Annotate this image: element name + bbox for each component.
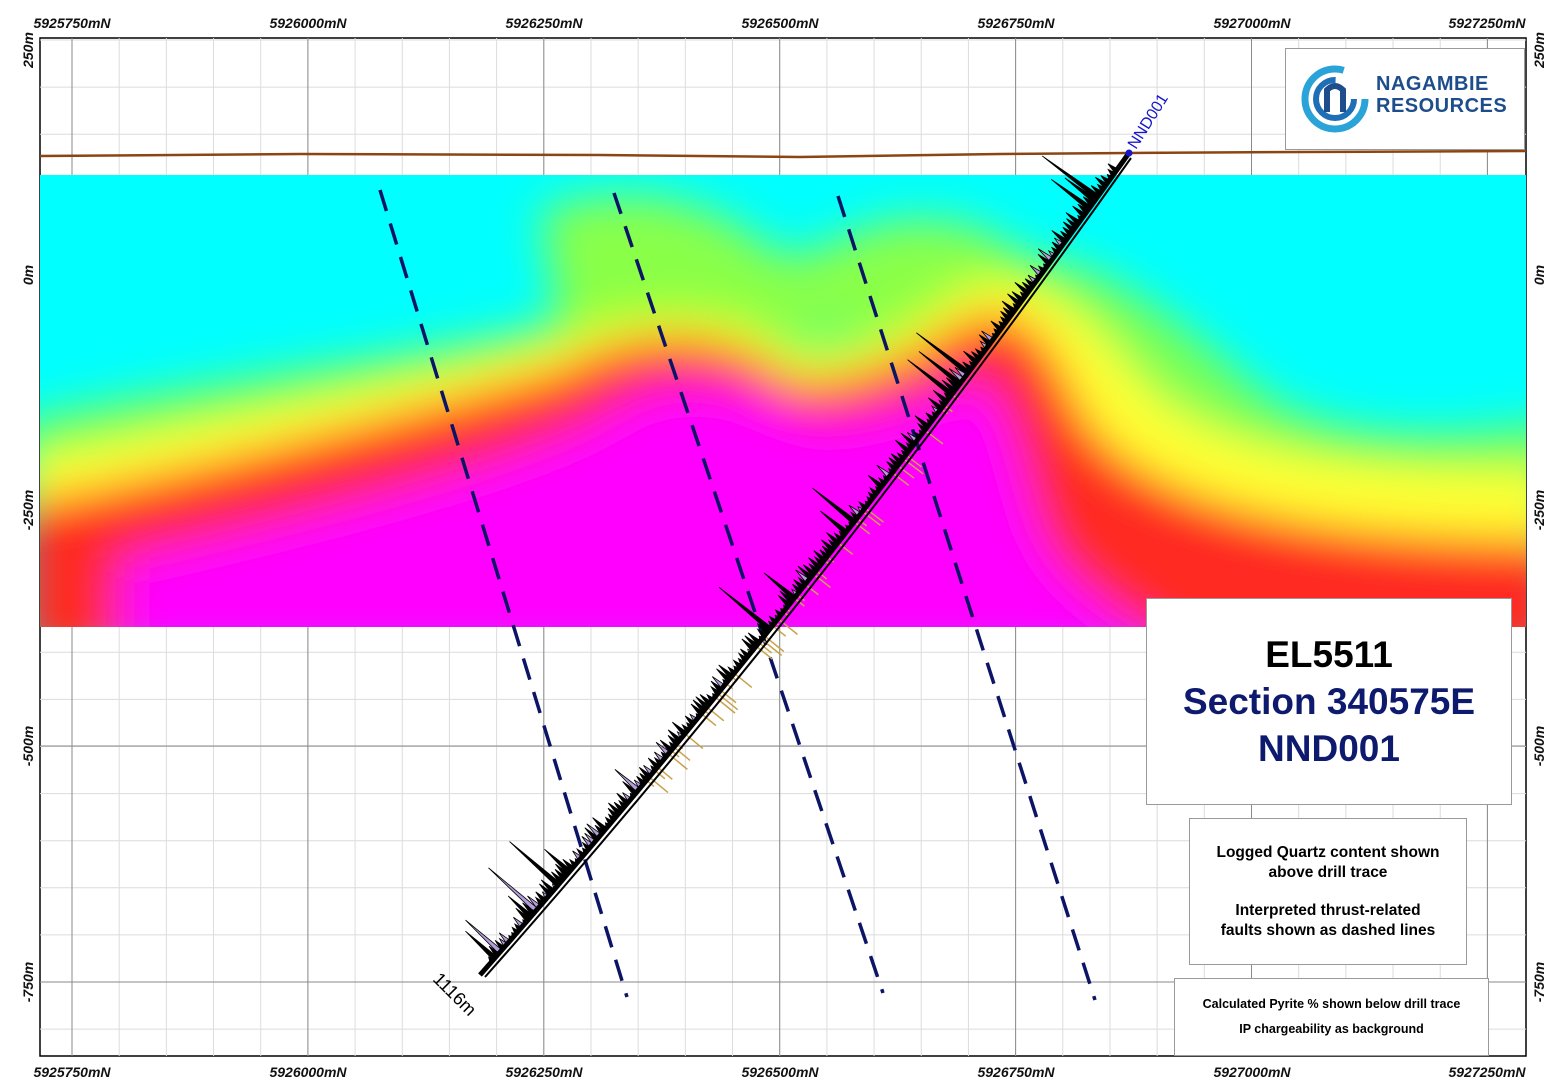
- pyrite-spike: [763, 635, 785, 653]
- elevation-label-left: -500m: [20, 726, 36, 766]
- axis-bottom: 5925750mN 5926000mN 5926250mN 5926500mN …: [33, 1064, 1526, 1080]
- pyrite-spike: [668, 753, 688, 770]
- pyrite-spike: [772, 625, 787, 637]
- northing-label-bottom: 5926000mN: [269, 1064, 347, 1080]
- note-faults-2: faults shown as dashed lines: [1220, 921, 1436, 939]
- legend-ip: IP chargeability as background: [1239, 1022, 1424, 1036]
- ip-chargeability-background: [40, 175, 1526, 627]
- drill-trace: [478, 151, 1132, 977]
- northing-label-bottom: 5926750mN: [977, 1064, 1055, 1080]
- elevation-label-left: 250m: [20, 32, 36, 69]
- note-quartz-2: above drill trace: [1268, 863, 1388, 881]
- title-tenement: EL5511: [1265, 634, 1393, 675]
- drill-trace-edge: [484, 157, 1132, 978]
- elevation-label-right: 0m: [1531, 265, 1547, 285]
- collar-marker: [1125, 149, 1133, 157]
- pyrite-spike: [924, 429, 944, 445]
- elevation-label-right: -500m: [1531, 726, 1547, 766]
- pyrite-spike: [714, 696, 736, 714]
- pyrite-spike: [706, 706, 725, 722]
- axis-left: 250m 0m -250m -500m -750m: [20, 32, 36, 1002]
- pyrite-spike: [853, 521, 871, 535]
- pyrite-spike: [804, 583, 819, 596]
- axis-right: 250m 0m -250m -500m -750m: [1531, 32, 1547, 1002]
- pyrite-spike: [673, 746, 691, 761]
- elevation-label-left: -750m: [20, 962, 36, 1002]
- fault-line: [612, 192, 885, 994]
- northing-label-bottom: 5926500mN: [741, 1064, 819, 1080]
- pyrite-spike: [720, 689, 737, 704]
- pyrite-spike: [897, 465, 915, 479]
- title-hole: NND001: [1258, 728, 1400, 769]
- northing-label-top: 5925750mN: [33, 15, 111, 31]
- fault-line: [836, 195, 1097, 1001]
- logo-line-2: RESOURCES: [1376, 95, 1508, 117]
- title-box: EL5511 Section 340575E NND001: [1146, 598, 1512, 805]
- pyrite-spike: [813, 573, 831, 589]
- pyrite-spike: [905, 454, 922, 468]
- elevation-label-left: 0m: [20, 265, 36, 285]
- pyrite-spike: [717, 693, 739, 711]
- pyrite-spike: [758, 642, 773, 654]
- northing-label-top: 5926750mN: [977, 15, 1055, 31]
- pyrite-spike: [837, 542, 854, 556]
- elevation-label-right: 250m: [1531, 32, 1547, 69]
- northing-label-bottom: 5925750mN: [33, 1064, 111, 1080]
- topography-line: [39, 149, 1527, 159]
- axis-top: 5925750mN 5926000mN 5926250mN 5926500mN …: [33, 15, 1526, 31]
- note-faults-1: Interpreted thrust-related: [1235, 901, 1421, 919]
- pyrite-spike: [733, 672, 753, 689]
- northing-label-bottom: 5927250mN: [1448, 1064, 1526, 1080]
- northing-label-top: 5927250mN: [1448, 15, 1526, 31]
- northing-label-top: 5926250mN: [505, 15, 583, 31]
- pyrite-spike: [648, 776, 669, 794]
- pyrite-spike: [657, 766, 673, 780]
- northing-label-bottom: 5926250mN: [505, 1064, 583, 1080]
- elevation-label-right: -250m: [1531, 490, 1547, 530]
- notes-box: Logged Quartz content shown above drill …: [1189, 818, 1467, 965]
- northing-label-top: 5926500mN: [741, 15, 819, 31]
- company-logo: NAGAMBIE RESOURCES: [1285, 48, 1525, 150]
- logo-line-1: NAGAMBIE: [1376, 73, 1489, 95]
- note-quartz-1: Logged Quartz content shown: [1216, 843, 1440, 861]
- title-section: Section 340575E: [1182, 681, 1476, 722]
- pyrite-spike: [700, 713, 717, 727]
- pyrite-spike: [891, 472, 910, 486]
- elevation-label-right: -750m: [1531, 962, 1547, 1002]
- pyrite-spike: [761, 638, 783, 656]
- legend-pyrite: Calculated Pyrite % shown below drill tr…: [1202, 997, 1461, 1011]
- pyrite-spike: [864, 507, 885, 523]
- pyrite-spike: [902, 458, 924, 475]
- pyrite-spike: [755, 645, 773, 660]
- northing-label-top: 5927000mN: [1213, 15, 1291, 31]
- pyrite-spike: [862, 510, 881, 526]
- northing-label-bottom: 5927000mN: [1213, 1064, 1291, 1080]
- logo-swirl-icon: [1301, 65, 1369, 133]
- legend-box: Calculated Pyrite % shown below drill tr…: [1174, 978, 1489, 1056]
- northing-label-top: 5926000mN: [269, 15, 347, 31]
- elevation-label-left: -250m: [20, 490, 36, 530]
- pyrite-spike: [684, 733, 704, 750]
- pyrite-spike: [777, 618, 798, 635]
